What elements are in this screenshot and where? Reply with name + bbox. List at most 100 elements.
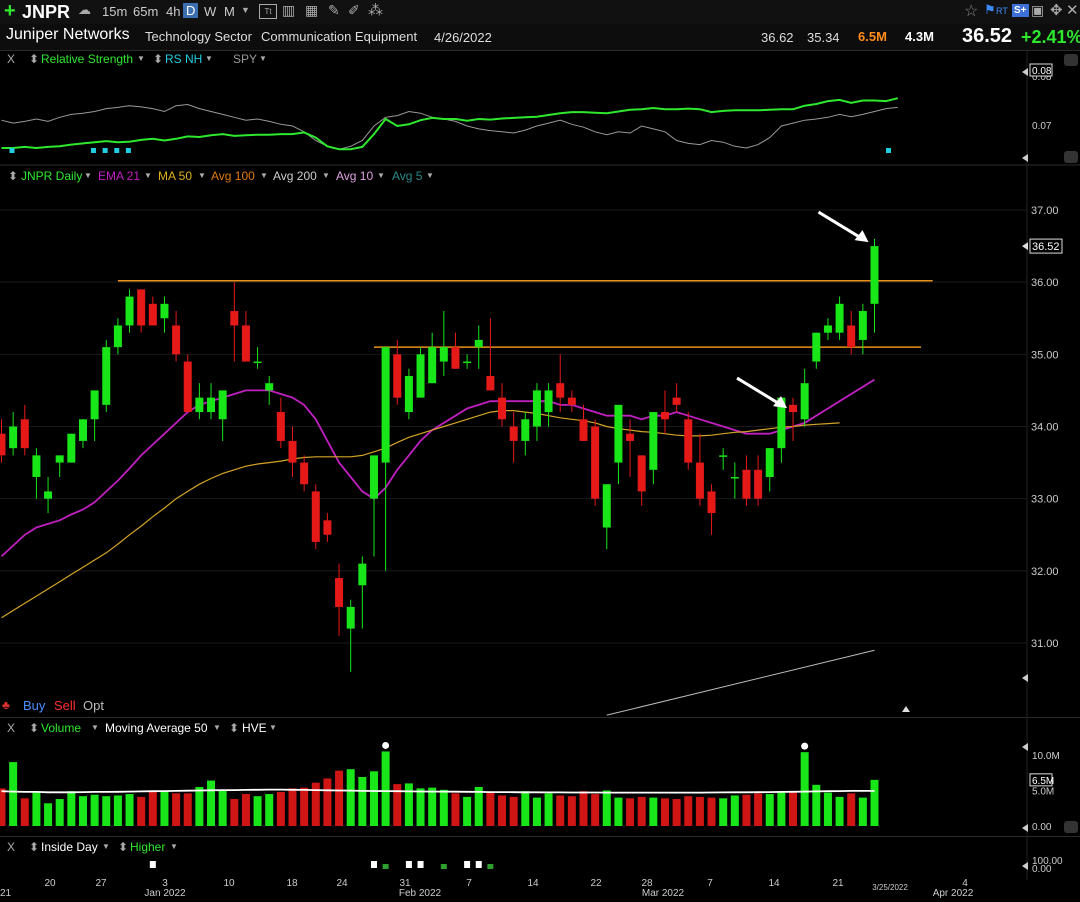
- interval-65m[interactable]: 65m: [133, 4, 159, 19]
- price-tick-label: 35.00: [1031, 349, 1059, 361]
- legend-dropdown-6[interactable]: ▼: [377, 171, 385, 180]
- legend-ma50[interactable]: MA 50: [158, 169, 193, 183]
- volume-dropdown-3[interactable]: ▼: [269, 723, 277, 732]
- legend-dropdown-7[interactable]: ▼: [426, 171, 434, 180]
- rs-dropdown-icon-2[interactable]: ▼: [205, 54, 213, 63]
- volume-divider[interactable]: [0, 717, 1080, 718]
- legend-dropdown-3[interactable]: ▼: [198, 171, 206, 180]
- cloud-icon[interactable]: ☁: [78, 2, 91, 17]
- flag-icon[interactable]: ⚑: [984, 2, 996, 17]
- rs-nh[interactable]: RS NH: [165, 52, 203, 66]
- candle-body: [719, 455, 728, 457]
- volume-bar: [521, 791, 530, 826]
- legend-avg200[interactable]: Avg 200: [273, 169, 317, 183]
- volume-bar: [311, 782, 320, 826]
- candle-body: [55, 455, 64, 463]
- rs-move-icon-2[interactable]: ⬍: [153, 52, 164, 66]
- volume-close-icon[interactable]: X: [7, 721, 16, 735]
- volume-move-icon-2[interactable]: ⬍: [229, 721, 240, 735]
- rs-relative-strength[interactable]: Relative Strength: [41, 52, 134, 66]
- x-tick-label: 21: [832, 878, 844, 889]
- rs-dropdown-icon-1[interactable]: ▼: [137, 54, 145, 63]
- legend-hve[interactable]: HVE: [242, 721, 267, 735]
- last-price: 36.52: [962, 25, 1013, 47]
- legend-avg10[interactable]: Avg 10: [336, 169, 374, 183]
- interval-4h[interactable]: 4h: [166, 4, 181, 19]
- rs-close-icon[interactable]: X: [7, 52, 16, 66]
- rs-spy[interactable]: SPY: [233, 52, 258, 66]
- rs-dropdown-icon-3[interactable]: ▼: [259, 54, 267, 63]
- move-icon[interactable]: ✥: [1050, 2, 1063, 19]
- legend-jnpr-daily[interactable]: JNPR Daily: [21, 169, 83, 183]
- candle-body: [556, 383, 565, 398]
- industry-label[interactable]: Communication Equipment: [261, 29, 418, 44]
- pattern-dropdown-2[interactable]: ▼: [170, 842, 178, 851]
- legend-volume[interactable]: Volume: [41, 721, 82, 735]
- legend-inside-day[interactable]: Inside Day: [41, 840, 98, 854]
- pattern-move-icon[interactable]: ⬍: [29, 840, 40, 854]
- candle-body: [451, 347, 460, 369]
- candle-body: [404, 375, 413, 413]
- add-symbol-icon[interactable]: +: [4, 0, 16, 22]
- legend-dropdown-2[interactable]: ▼: [144, 171, 152, 180]
- grid-icon[interactable]: ▦: [305, 2, 319, 18]
- draw-icon[interactable]: ✐: [348, 2, 360, 18]
- price-tick-label: 33.00: [1031, 494, 1059, 506]
- pattern-close-icon[interactable]: X: [7, 840, 16, 854]
- volume-bar: [381, 751, 390, 826]
- volume-scroll-icon: [1022, 824, 1028, 832]
- volume-bar: [137, 796, 146, 826]
- spy-line: [1, 103, 898, 150]
- edit-icon[interactable]: ✎: [328, 2, 340, 18]
- bars-icon[interactable]: ▥: [282, 2, 296, 18]
- interval-d[interactable]: D: [183, 3, 199, 18]
- x-tick-label: 7: [466, 878, 472, 889]
- trade-icon[interactable]: ♣: [2, 698, 10, 712]
- chart-type-icon[interactable]: Tt: [259, 4, 277, 19]
- volume-move-icon[interactable]: ⬍: [29, 721, 40, 735]
- pattern-move-icon-2[interactable]: ⬍: [118, 840, 129, 854]
- moving-averages: [0, 378, 875, 716]
- rs-move-icon[interactable]: ⬍: [29, 52, 40, 66]
- legend-volume-ma50[interactable]: Moving Average 50: [105, 721, 208, 735]
- sell-button[interactable]: Sell: [54, 698, 76, 713]
- arrow-line-1: [817, 210, 866, 242]
- pattern-divider[interactable]: [0, 836, 1080, 837]
- candle-body: [253, 361, 262, 364]
- legend-higher[interactable]: Higher: [130, 840, 166, 854]
- interval-w[interactable]: W: [204, 4, 217, 19]
- symbol-label[interactable]: JNPR: [22, 2, 71, 22]
- star-icon[interactable]: ☆: [964, 3, 979, 20]
- interval-dropdown-icon[interactable]: ▼: [241, 5, 250, 15]
- volume-bar: [684, 796, 693, 826]
- legend-dropdown-5[interactable]: ▼: [322, 171, 330, 180]
- price-move-icon[interactable]: ⬍: [8, 169, 19, 183]
- candle-body: [265, 383, 274, 391]
- legend-avg5[interactable]: Avg 5: [392, 169, 423, 183]
- legend-ema21[interactable]: EMA 21: [98, 169, 141, 183]
- buy-button[interactable]: Buy: [23, 698, 46, 713]
- legend-avg100[interactable]: Avg 100: [211, 169, 255, 183]
- pattern-dropdown-1[interactable]: ▼: [102, 842, 110, 851]
- share-icon[interactable]: ⁂: [368, 2, 383, 19]
- close-window-icon[interactable]: ✕: [1066, 2, 1079, 19]
- volume-tick-label: 10.0M: [1032, 751, 1060, 762]
- legend-dropdown-1[interactable]: ▼: [84, 171, 92, 180]
- legend-dropdown-4[interactable]: ▼: [260, 171, 268, 180]
- rs-nh-marker: [9, 148, 15, 153]
- interval-15m[interactable]: 15m: [102, 4, 128, 19]
- s-plus-icon[interactable]: S+: [1012, 4, 1029, 17]
- sector-label[interactable]: Technology Sector: [145, 29, 252, 44]
- volume-bar: [707, 797, 716, 826]
- candle-body: [125, 296, 134, 326]
- options-button[interactable]: Opt: [83, 698, 104, 713]
- candles: [0, 238, 879, 672]
- save-icon[interactable]: ▣: [1031, 2, 1045, 18]
- rs-line: [1, 97, 899, 151]
- volume-dropdown-1[interactable]: ▼: [91, 723, 99, 732]
- volume-dropdown-2[interactable]: ▼: [213, 723, 221, 732]
- volume-bar: [649, 797, 658, 826]
- interval-m[interactable]: M: [224, 4, 235, 19]
- volume-bar: [67, 791, 76, 826]
